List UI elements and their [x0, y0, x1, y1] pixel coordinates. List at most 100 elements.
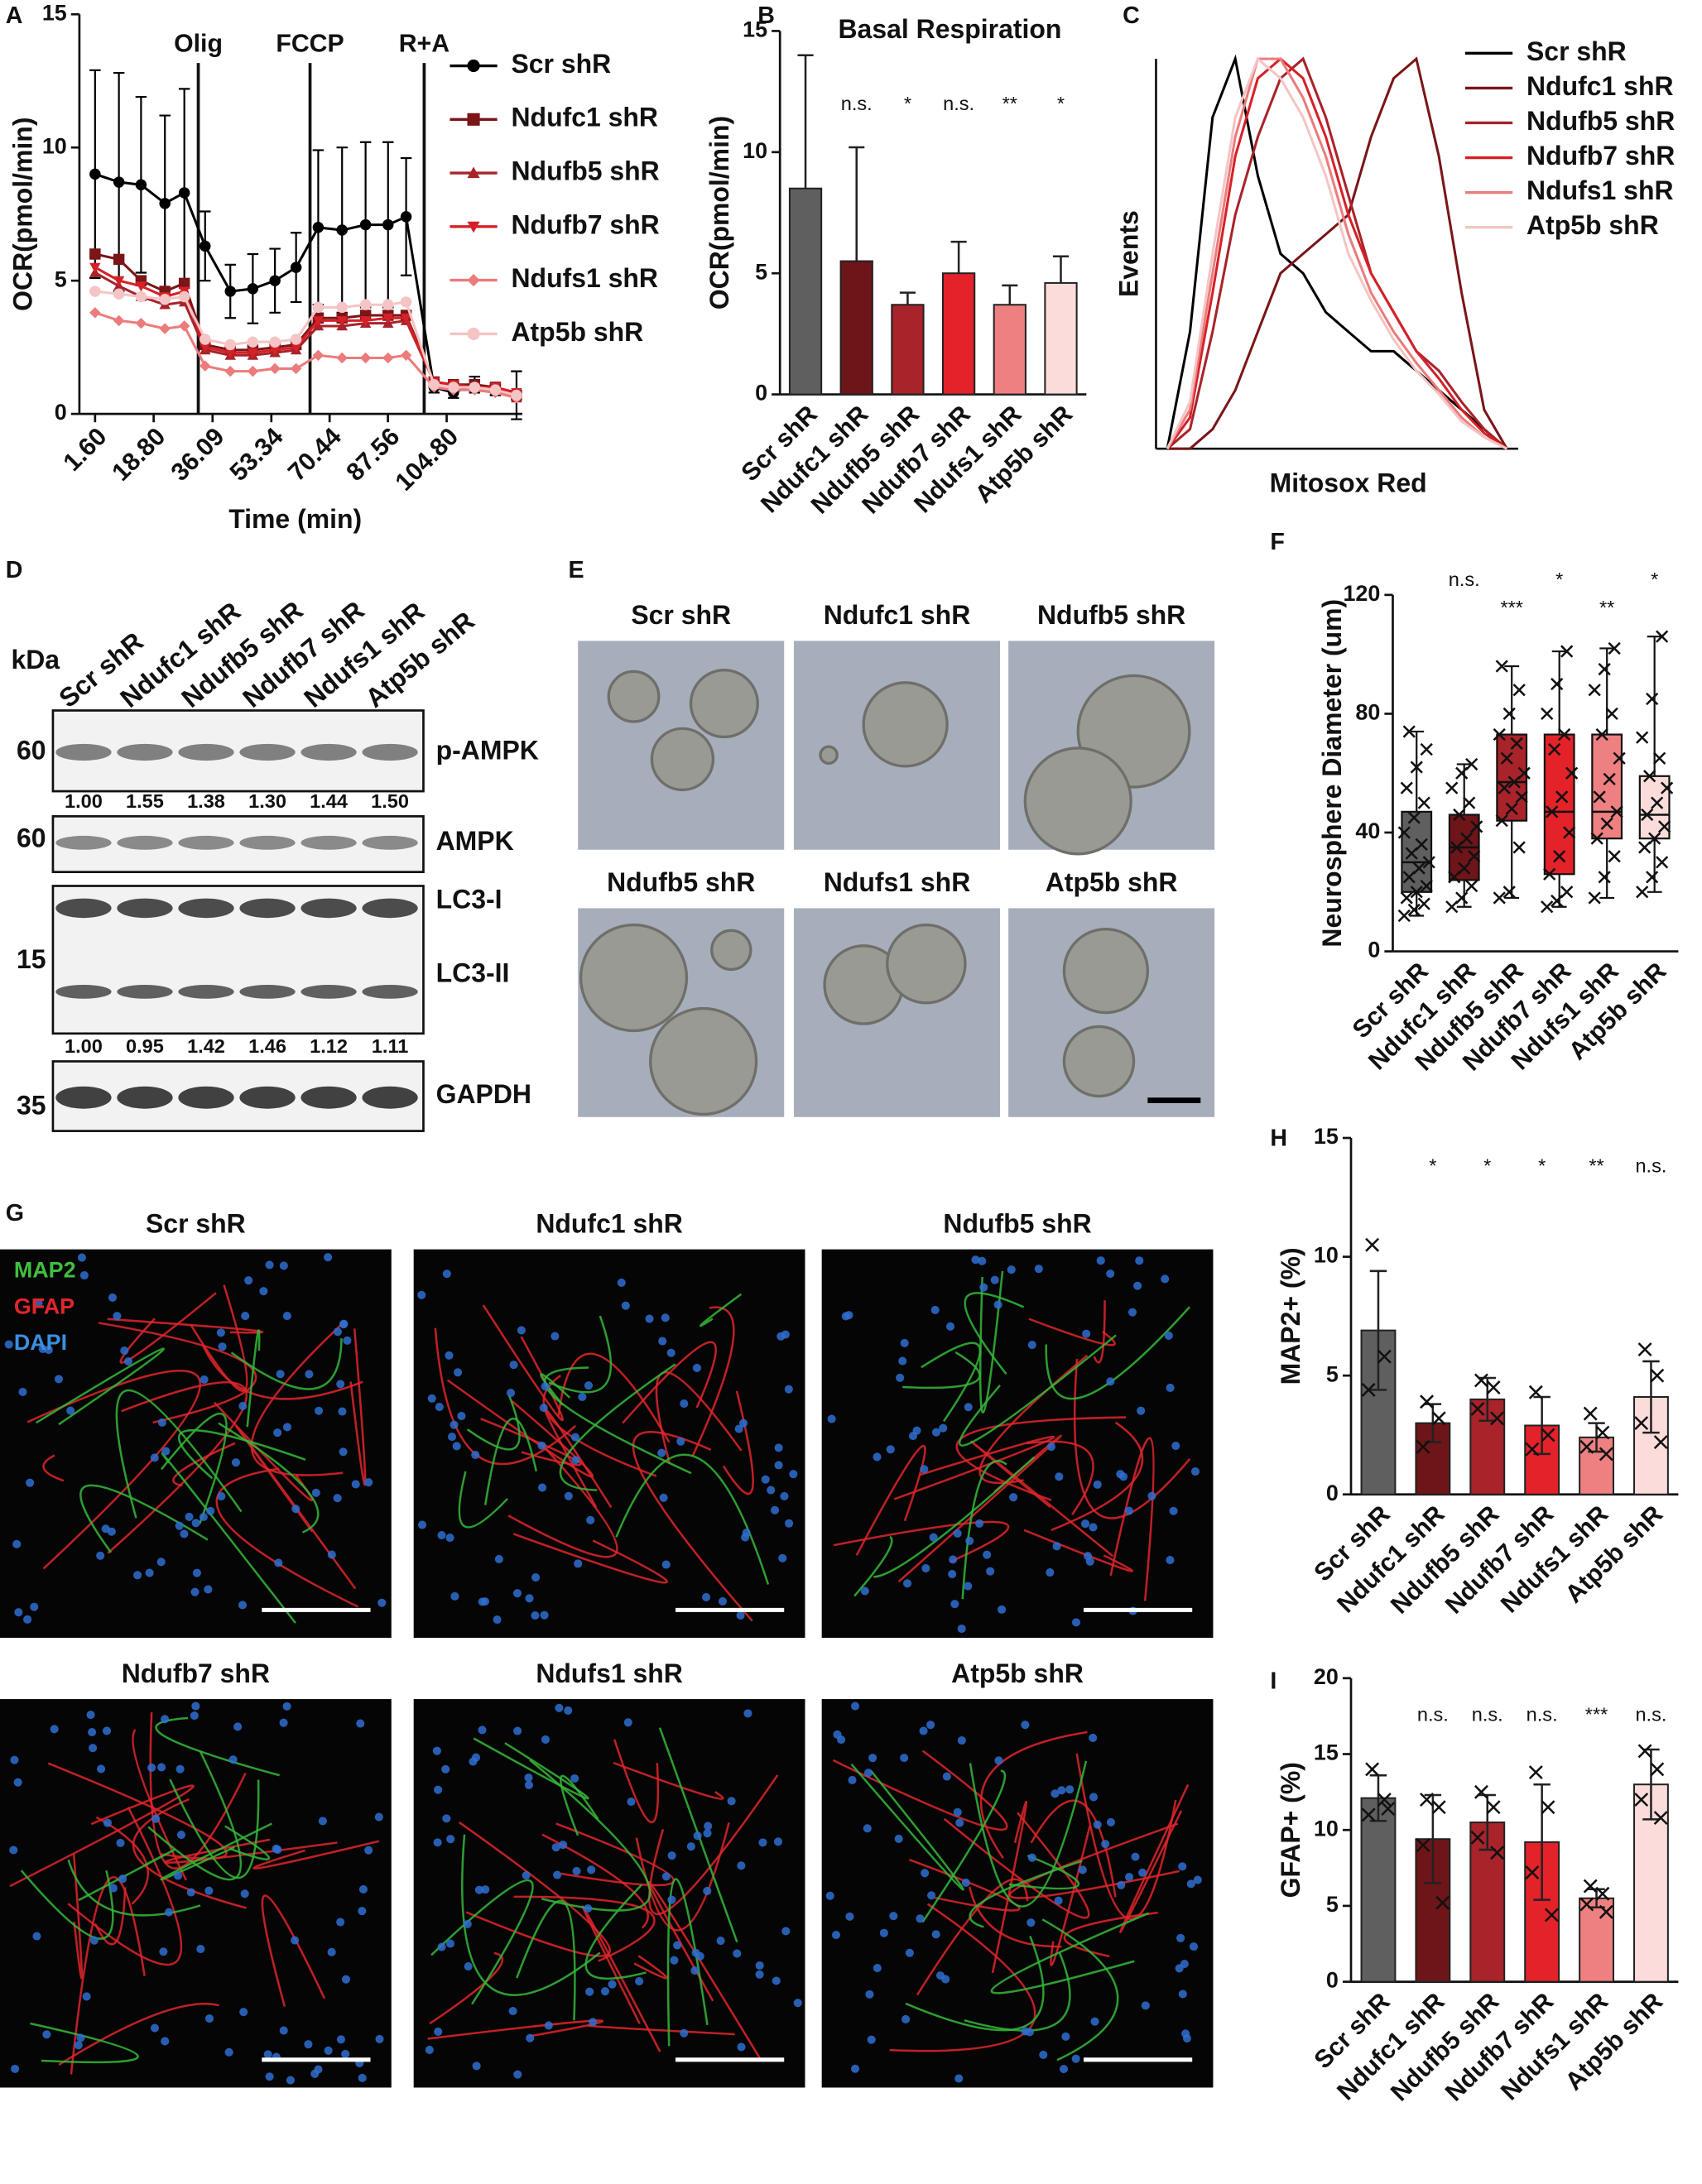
nucleus: [191, 1519, 200, 1528]
y-tick-label: 10: [743, 138, 767, 163]
data-point: [1455, 891, 1469, 905]
data-point: [1417, 796, 1430, 809]
neurite: [557, 1352, 671, 1443]
band: [300, 743, 357, 761]
marker: [224, 348, 236, 358]
series-line: [1166, 57, 1507, 450]
data-point: [1400, 781, 1413, 794]
nucleus: [1061, 2032, 1070, 2041]
neurite: [699, 1293, 743, 1327]
nucleus: [13, 1778, 22, 1787]
nucleus: [964, 1582, 973, 1591]
neurite: [978, 1270, 1004, 1414]
nucleus: [1089, 1733, 1098, 1742]
marker: [200, 240, 211, 252]
data-point: [1558, 727, 1571, 742]
protein-label: LC3-II: [436, 958, 510, 988]
nucleus: [159, 1947, 168, 1956]
data-point: [1598, 662, 1611, 676]
data-point: [1634, 1416, 1649, 1431]
neurite: [1041, 1918, 1119, 2062]
bar: [891, 304, 925, 396]
ratio: 0.95: [126, 1035, 164, 1057]
nucleus: [1169, 1506, 1178, 1515]
nucleus: [311, 1488, 320, 1497]
nucleus: [860, 1586, 869, 1596]
series: [89, 69, 522, 420]
nucleus: [471, 1753, 481, 1762]
series: [1166, 56, 1508, 450]
band: [362, 898, 418, 919]
neurite: [658, 1727, 738, 1942]
nucleus: [445, 1351, 454, 1360]
marker-label: 15: [17, 944, 46, 974]
nucleus: [772, 1976, 781, 1985]
x-tick-label: 36.09: [166, 423, 230, 487]
data-point: [1410, 761, 1423, 774]
nucleus: [103, 1818, 112, 1827]
image-label: Ndufc1 shR: [536, 1208, 683, 1238]
marker: [269, 275, 281, 286]
neurite: [160, 1822, 272, 1881]
neurite: [95, 1816, 149, 1905]
nucleus: [1101, 1840, 1110, 1849]
ratio: 1.42: [187, 1035, 225, 1057]
nucleus: [1054, 1896, 1063, 1905]
ratio: 1.38: [187, 790, 225, 812]
nucleus: [156, 1558, 166, 1567]
nucleus: [774, 1461, 783, 1470]
neurite: [98, 1322, 257, 1424]
nucleus: [196, 1945, 205, 1954]
nucleus: [955, 1818, 964, 1827]
error-bar: [1369, 1270, 1387, 1391]
neurite: [1119, 1783, 1190, 1933]
nucleus: [206, 1506, 215, 1515]
nucleus: [327, 1947, 336, 1956]
data-point: [1544, 1908, 1559, 1922]
significance: *: [904, 93, 911, 114]
neurite: [430, 1879, 534, 2005]
nucleus: [525, 1594, 534, 1603]
data-point: [1512, 684, 1526, 697]
nucleus: [961, 1878, 970, 1888]
marker: [178, 320, 190, 332]
data-point: [1595, 1886, 1610, 1901]
nucleus: [1125, 1873, 1134, 1882]
nucleus: [1166, 1556, 1175, 1565]
data-point: [1541, 1428, 1555, 1442]
neurite: [832, 1750, 1008, 1831]
image-label: Scr shR: [631, 600, 731, 630]
nucleus: [282, 1702, 291, 1711]
significance: *: [1483, 1155, 1491, 1177]
neurite: [215, 1467, 359, 1608]
nucleus: [463, 1919, 472, 1929]
nucleus: [661, 1313, 670, 1322]
neurite: [647, 1881, 762, 2061]
y-axis-label: MAP2+ (%): [1276, 1247, 1305, 1385]
nucleus: [457, 1411, 466, 1421]
marker: [312, 301, 325, 314]
nucleus: [570, 1774, 579, 1783]
legend-label: Ndufb5 shR: [1527, 106, 1675, 136]
marker: [290, 343, 302, 353]
nucleus: [185, 1512, 194, 1521]
marker: [113, 276, 125, 286]
significance: **: [1002, 93, 1017, 114]
nucleus: [417, 1290, 426, 1299]
marker: [178, 187, 190, 199]
nucleus: [703, 1829, 712, 1838]
series-line: [1166, 56, 1508, 450]
neurite: [548, 1315, 613, 1394]
data-point: [1405, 847, 1418, 860]
marker: [178, 277, 190, 290]
nucleus: [508, 2006, 517, 2016]
nucleus: [30, 1602, 39, 1611]
nucleus: [239, 2008, 248, 2017]
series: [1166, 57, 1508, 450]
nucleus: [82, 1992, 91, 2001]
data-point: [1420, 742, 1433, 756]
marker: [113, 314, 125, 327]
data-point: [1410, 886, 1423, 899]
nucleus: [916, 1914, 925, 1923]
data-point: [1650, 1762, 1665, 1777]
